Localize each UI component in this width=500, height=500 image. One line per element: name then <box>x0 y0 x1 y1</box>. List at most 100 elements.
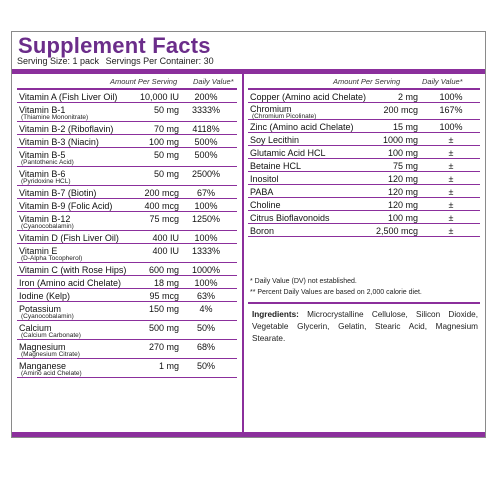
nutrient-daily-value: 1250% <box>191 214 221 224</box>
nutrient-name: Calcium <box>19 323 52 333</box>
nutrient-name: Iron (Amino acid Chelate) <box>19 278 122 288</box>
serving-size: Serving Size: 1 pack <box>17 56 100 66</box>
nutrient-amount: 100 mg <box>387 213 418 223</box>
nutrient-amount: 75 mg <box>392 161 418 171</box>
nutrient-daily-value: 500% <box>194 150 218 160</box>
nutrient-daily-value: ± <box>448 213 454 223</box>
nutrient-amount: 50 mg <box>153 150 179 160</box>
bottom-divider <box>12 432 485 437</box>
nutrient-daily-value: 4118% <box>192 124 220 134</box>
nutrient-name: Vitamin B-5 <box>19 150 66 160</box>
nutrient-name: Vitamin A (Fish Liver Oil) <box>19 92 118 102</box>
nutrient-amount: 600 mg <box>148 265 179 275</box>
nutrient-source: (Calcium Carbonate) <box>21 332 81 339</box>
footnote-dv-not-established: * Daily Value (DV) not established. <box>250 278 357 285</box>
nutrient-amount: 2,500 mcg <box>375 226 418 236</box>
nutrient-source: (Cyanocobalamin) <box>21 313 74 320</box>
nutrient-amount: 100 mg <box>387 148 418 158</box>
nutrient-daily-value: ± <box>448 161 454 171</box>
nutrient-name: Vitamin E <box>19 246 58 256</box>
nutrient-daily-value: 100% <box>439 122 463 132</box>
nutrient-name: Vitamin B-9 (Folic Acid) <box>19 201 113 211</box>
nutrient-name: Vitamin D (Fish Liver Oil) <box>19 233 119 243</box>
nutrient-source: (Thiamine Mononitrate) <box>21 114 89 121</box>
nutrient-amount: 15 mg <box>392 122 418 132</box>
nutrient-amount: 120 mg <box>387 200 418 210</box>
right-dv-header: Daily Value* <box>422 77 463 86</box>
top-divider <box>12 69 485 74</box>
nutrient-amount: 70 mg <box>153 124 179 134</box>
nutrient-daily-value: ± <box>448 174 454 184</box>
right-nutrient-table: Copper (Amino acid Chelate) 2 mg 100% Chrom… <box>248 88 480 237</box>
nutrient-row: Calcium (Calcium Carbonate) 500 mg 50% <box>17 321 237 340</box>
nutrient-name: Chromium <box>250 104 292 114</box>
nutrient-row: Glutamic Acid HCL 100 mg ± <box>248 146 480 159</box>
ingredients-text: Microcrystalline Cellulose, Silicon Diox… <box>252 310 479 343</box>
right-amount-header: Amount Per Serving <box>333 77 401 86</box>
serving-info: Serving Size: 1 pack Servings Per Contai… <box>17 56 214 66</box>
nutrient-daily-value: 200% <box>194 92 218 102</box>
nutrient-source: (Chromium Picolinate) <box>252 113 317 120</box>
nutrient-source: (Pantothenic Acid) <box>21 159 74 166</box>
supplement-facts-panel: Supplement Facts Serving Size: 1 pack Se… <box>11 31 486 438</box>
nutrient-daily-value: 4% <box>199 304 213 314</box>
nutrient-daily-value: 63% <box>196 291 215 301</box>
nutrient-row: Vitamin B-9 (Folic Acid) 400 mcg 100% <box>17 199 237 212</box>
nutrient-row: Soy Lecithin 1000 mg ± <box>248 133 480 146</box>
nutrient-row: Vitamin B-12 (Cyanocobalamin) 75 mcg 1250% <box>17 212 237 231</box>
nutrient-name: Iodine (Kelp) <box>19 291 71 301</box>
nutrient-daily-value: 100% <box>194 278 218 288</box>
nutrient-daily-value: ± <box>448 135 454 145</box>
nutrient-row: Manganese (Amino acid Chelate) 1 mg 50% <box>17 359 237 378</box>
nutrient-amount: 95 mcg <box>149 291 179 301</box>
right-table-rule <box>248 88 480 90</box>
nutrient-row: Magnesium (Magnesium Citrate) 270 mg 68% <box>17 340 237 359</box>
nutrient-name: Citrus Bioflavonoids <box>250 213 330 223</box>
nutrient-amount: 10,000 IU <box>139 92 179 102</box>
nutrient-source: (D-Alpha Tocopherol) <box>21 255 83 262</box>
nutrient-row: Inositol 120 mg ± <box>248 172 480 185</box>
nutrient-daily-value: 68% <box>196 342 215 352</box>
nutrient-row: Vitamin B-5 (Pantothenic Acid) 50 mg 500% <box>17 148 237 167</box>
nutrient-row: Chromium (Chromium Picolinate) 200 mcg 167% <box>248 103 480 120</box>
nutrient-amount: 120 mg <box>387 187 418 197</box>
nutrient-amount: 2 mg <box>397 92 418 102</box>
servings-per-container: Servings Per Container: 30 <box>105 56 214 66</box>
nutrient-amount: 1000 mg <box>382 135 418 145</box>
left-amount-header: Amount Per Serving <box>110 77 178 86</box>
nutrient-daily-value: ± <box>448 187 454 197</box>
nutrient-daily-value: 100% <box>194 201 218 211</box>
nutrient-row: Potassium (Cyanocobalamin) 150 mg 4% <box>17 302 237 321</box>
nutrient-name: Soy Lecithin <box>250 135 300 145</box>
nutrient-daily-value: 50% <box>196 323 215 333</box>
nutrient-daily-value: 100% <box>194 233 218 243</box>
nutrient-source: (Magnesium Citrate) <box>21 351 80 358</box>
footnotes: * Daily Value (DV) not established. ** P… <box>250 276 482 298</box>
nutrient-daily-value: 50% <box>196 361 215 371</box>
nutrient-amount: 400 IU <box>152 246 179 256</box>
nutrient-daily-value: 1000% <box>191 265 221 275</box>
nutrient-row: Vitamin B-3 (Niacin) 100 mg 500% <box>17 135 237 148</box>
nutrient-name: Glutamic Acid HCL <box>250 148 326 158</box>
nutrient-amount: 18 mg <box>153 278 179 288</box>
nutrient-amount: 50 mg <box>153 105 179 115</box>
nutrient-daily-value: ± <box>448 148 454 158</box>
nutrient-amount: 270 mg <box>148 342 179 352</box>
panel-title: Supplement Facts <box>18 33 211 58</box>
nutrient-amount: 50 mg <box>153 169 179 179</box>
nutrient-name: Vitamin B-3 (Niacin) <box>19 137 99 147</box>
nutrient-name: Vitamin B-2 (Riboflavin) <box>19 124 114 134</box>
nutrient-row: Citrus Bioflavonoids 100 mg ± <box>248 211 480 224</box>
nutrient-name: Inositol <box>250 174 279 184</box>
nutrient-daily-value: 1333% <box>191 246 221 256</box>
nutrient-name: Choline <box>250 200 281 210</box>
nutrient-source: (Pyridoxine HCL) <box>21 178 71 185</box>
left-dv-header: Daily Value* <box>193 77 234 86</box>
nutrient-name: Magnesium <box>19 342 66 352</box>
nutrient-row: Boron 2,500 mcg ± <box>248 224 480 237</box>
nutrient-amount: 75 mcg <box>149 214 179 224</box>
nutrient-name: Potassium <box>19 304 62 314</box>
nutrient-amount: 200 mcg <box>383 105 418 115</box>
nutrient-row: Vitamin C (with Rose Hips) 600 mg 1000% <box>17 263 237 276</box>
nutrient-daily-value: 2500% <box>191 169 221 179</box>
